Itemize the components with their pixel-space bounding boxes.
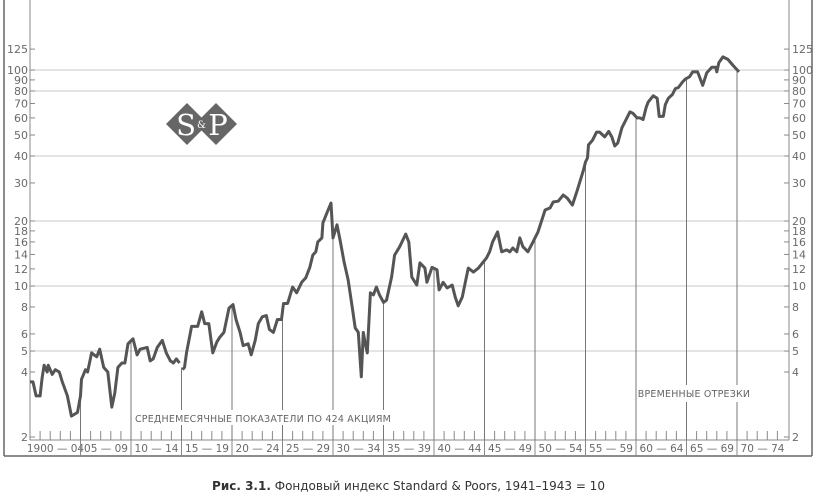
y-tick-label-left: 20	[14, 215, 28, 228]
annotation-time-periods: ВРЕМЕННЫЕ ОТРЕЗКИ	[638, 389, 751, 400]
x-axis: 1900 — 04 05 — 09 10 — 14 15 — 19 20 — 24 25 …	[27, 431, 785, 456]
y-tick-label-left: 80	[14, 85, 28, 98]
x-period-label: 15 — 19	[185, 443, 229, 455]
y-tick-label-left: 14	[14, 248, 28, 261]
y-tick-label-left: 8	[21, 301, 28, 314]
y-tick-label-left: 60	[14, 112, 28, 125]
logo-diamond-left	[166, 103, 208, 145]
x-period-label: 25 — 29	[286, 443, 330, 455]
gridlines	[30, 69, 789, 352]
y-tick-label-left: 5	[21, 345, 28, 358]
y-tick-label-right: 10	[792, 280, 806, 293]
y-tick-label-left: 16	[14, 236, 28, 249]
x-period-label: 70 — 74	[741, 443, 785, 455]
y-tick-label-left: 125	[7, 43, 28, 56]
y-tick-label-right: 50	[792, 129, 806, 142]
y-tick-label-left: 10	[14, 280, 28, 293]
y-tick-label-left: 40	[14, 150, 28, 163]
logo-letter-s: S	[176, 108, 196, 142]
y-tick-label-left: 100	[7, 64, 28, 77]
y-tick-label-right: 2	[792, 431, 799, 444]
y-tick-label-right: 80	[792, 85, 806, 98]
y-tick-label-right: 12	[792, 263, 806, 276]
y-tick-label-right: 60	[792, 112, 806, 125]
y-tick-label-right: 16	[792, 236, 806, 249]
y-tick-label-right: 70	[792, 97, 806, 110]
logo-diamond-right	[195, 103, 237, 145]
caption-text: Фондовый индекс Standard & Poors, 1941–1…	[274, 479, 605, 493]
series	[30, 55, 741, 418]
y-tick-label-right: 5	[792, 345, 799, 358]
sp-index-line	[30, 55, 741, 418]
x-period-label: 1900 — 04	[27, 443, 85, 455]
y-tick-label-left: 6	[21, 328, 28, 341]
y-tick-label-right: 18	[792, 225, 806, 238]
period-droplines	[80, 69, 738, 440]
y-tick-label-right: 90	[792, 74, 806, 87]
y-tick-label-right: 20	[792, 215, 806, 228]
x-period-label: 05 — 09	[84, 443, 128, 455]
x-period-label: 10 — 14	[135, 443, 179, 455]
y-tick-label-left: 30	[14, 177, 28, 190]
x-period-label: 40 — 44	[438, 443, 482, 455]
y-tick-label-right: 125	[792, 43, 813, 56]
y-tick-label-right: 100	[792, 64, 813, 77]
y-tick-label-left: 70	[14, 97, 28, 110]
y-tick-label-right: 8	[792, 301, 799, 314]
y-tick-label-left: 18	[14, 225, 28, 238]
annotation-monthly-averages: СРЕДНЕМЕСЯЧНЫЕ ПОКАЗАТЕЛИ ПО 424 АКЦИЯМ	[135, 414, 391, 425]
y-tick-label-right: 6	[792, 328, 799, 341]
sp-logo: S & P	[166, 103, 237, 145]
x-period-label: 35 — 39	[387, 443, 431, 455]
y-tick-label-left: 4	[21, 366, 28, 379]
y-tick-label-left: 12	[14, 263, 28, 276]
x-period-label: 30 — 34	[337, 443, 381, 455]
x-period-label: 65 — 69	[690, 443, 734, 455]
x-period-label: 50 — 54	[539, 443, 583, 455]
y-tick-label-right: 30	[792, 177, 806, 190]
chart-frame	[3, 0, 813, 457]
y-tick-label-left: 2	[21, 431, 28, 444]
x-period-label: 45 — 49	[488, 443, 532, 455]
x-period-label: 55 — 59	[589, 443, 633, 455]
y-tick-label-left: 50	[14, 129, 28, 142]
x-period-label: 60 — 64	[640, 443, 684, 455]
logo-ampersand: &	[197, 120, 206, 131]
x-period-label: 20 — 24	[236, 443, 280, 455]
y-tick-label-left: 90	[14, 74, 28, 87]
y-tick-label-right: 14	[792, 248, 806, 261]
y-tick-label-right: 4	[792, 366, 799, 379]
caption-label: Рис. 3.1.	[212, 479, 271, 493]
figure-caption: Рис. 3.1. Фондовый индекс Standard & Poo…	[0, 479, 817, 493]
logo-letter-p: P	[208, 108, 228, 142]
y-tick-label-right: 40	[792, 150, 806, 163]
